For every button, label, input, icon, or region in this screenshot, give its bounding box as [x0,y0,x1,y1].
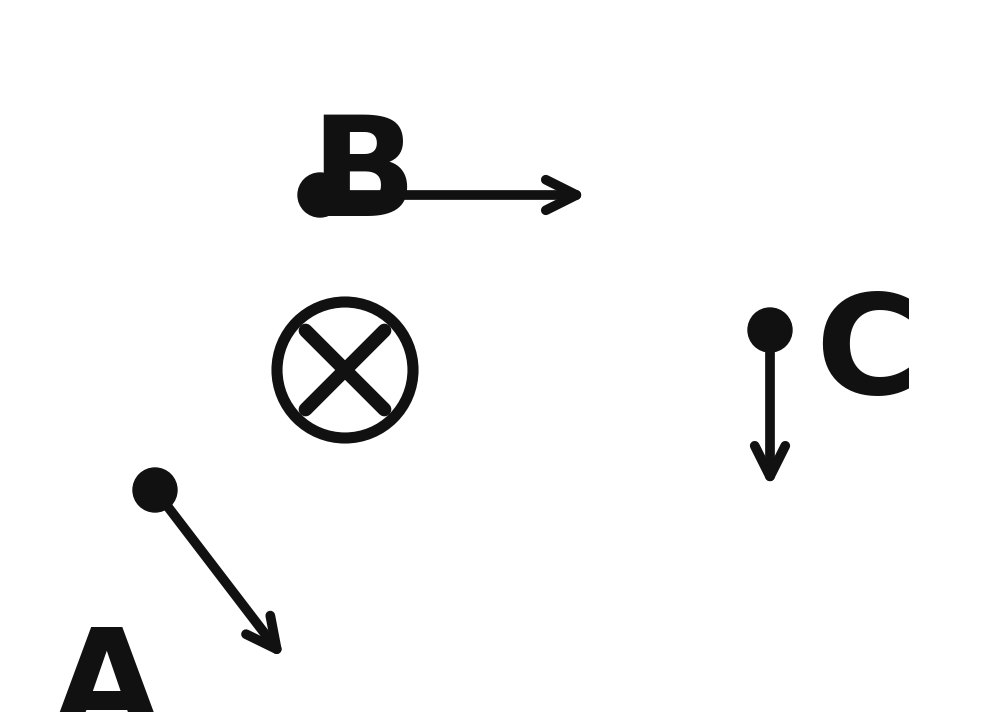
Circle shape [133,468,177,512]
Text: C: C [815,288,917,422]
Circle shape [298,173,342,217]
Circle shape [748,308,792,352]
Text: A: A [52,622,160,712]
Text: B: B [310,110,416,245]
